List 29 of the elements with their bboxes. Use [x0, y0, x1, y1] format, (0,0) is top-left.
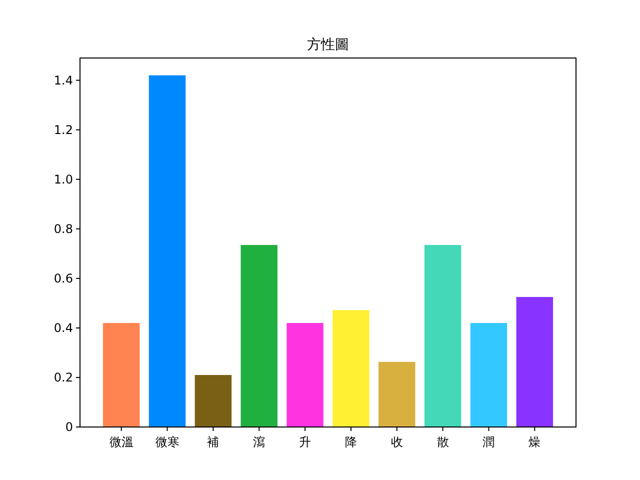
- bar: [286, 322, 324, 427]
- x-tick-label: 瀉: [253, 435, 266, 449]
- y-tick-label: 1.2: [54, 123, 73, 138]
- x-tick-label: 微溫: [109, 435, 134, 449]
- x-tick-label: 微寒: [155, 435, 180, 449]
- y-tick-label: 0.2: [54, 370, 73, 385]
- bar: [470, 322, 508, 427]
- bar: [378, 362, 416, 427]
- x-tick-label: 升: [299, 435, 312, 449]
- y-tick-label: 1.4: [54, 73, 73, 88]
- bar: [332, 310, 370, 427]
- bar: [194, 374, 232, 427]
- x-tick-label: 補: [207, 435, 220, 449]
- x-tick-label: 燥: [528, 435, 541, 449]
- y-tick-label: 0.8: [54, 222, 73, 236]
- y-tick-label: 0.6: [54, 272, 73, 286]
- y-tick-label: 1.0: [54, 172, 73, 187]
- bar: [102, 322, 140, 427]
- x-tick-label: 收: [390, 435, 403, 449]
- bar: [240, 244, 278, 427]
- y-tick-label: 0: [65, 420, 73, 434]
- x-tick-label: 散: [436, 435, 449, 449]
- bar: [424, 244, 462, 427]
- x-tick-label: 降: [344, 435, 357, 449]
- bar: [516, 296, 554, 427]
- x-tick-label: 潤: [482, 435, 495, 449]
- bar: [148, 75, 186, 427]
- y-tick-label: 0.4: [54, 321, 73, 336]
- chart-title: 方性圖: [307, 37, 349, 53]
